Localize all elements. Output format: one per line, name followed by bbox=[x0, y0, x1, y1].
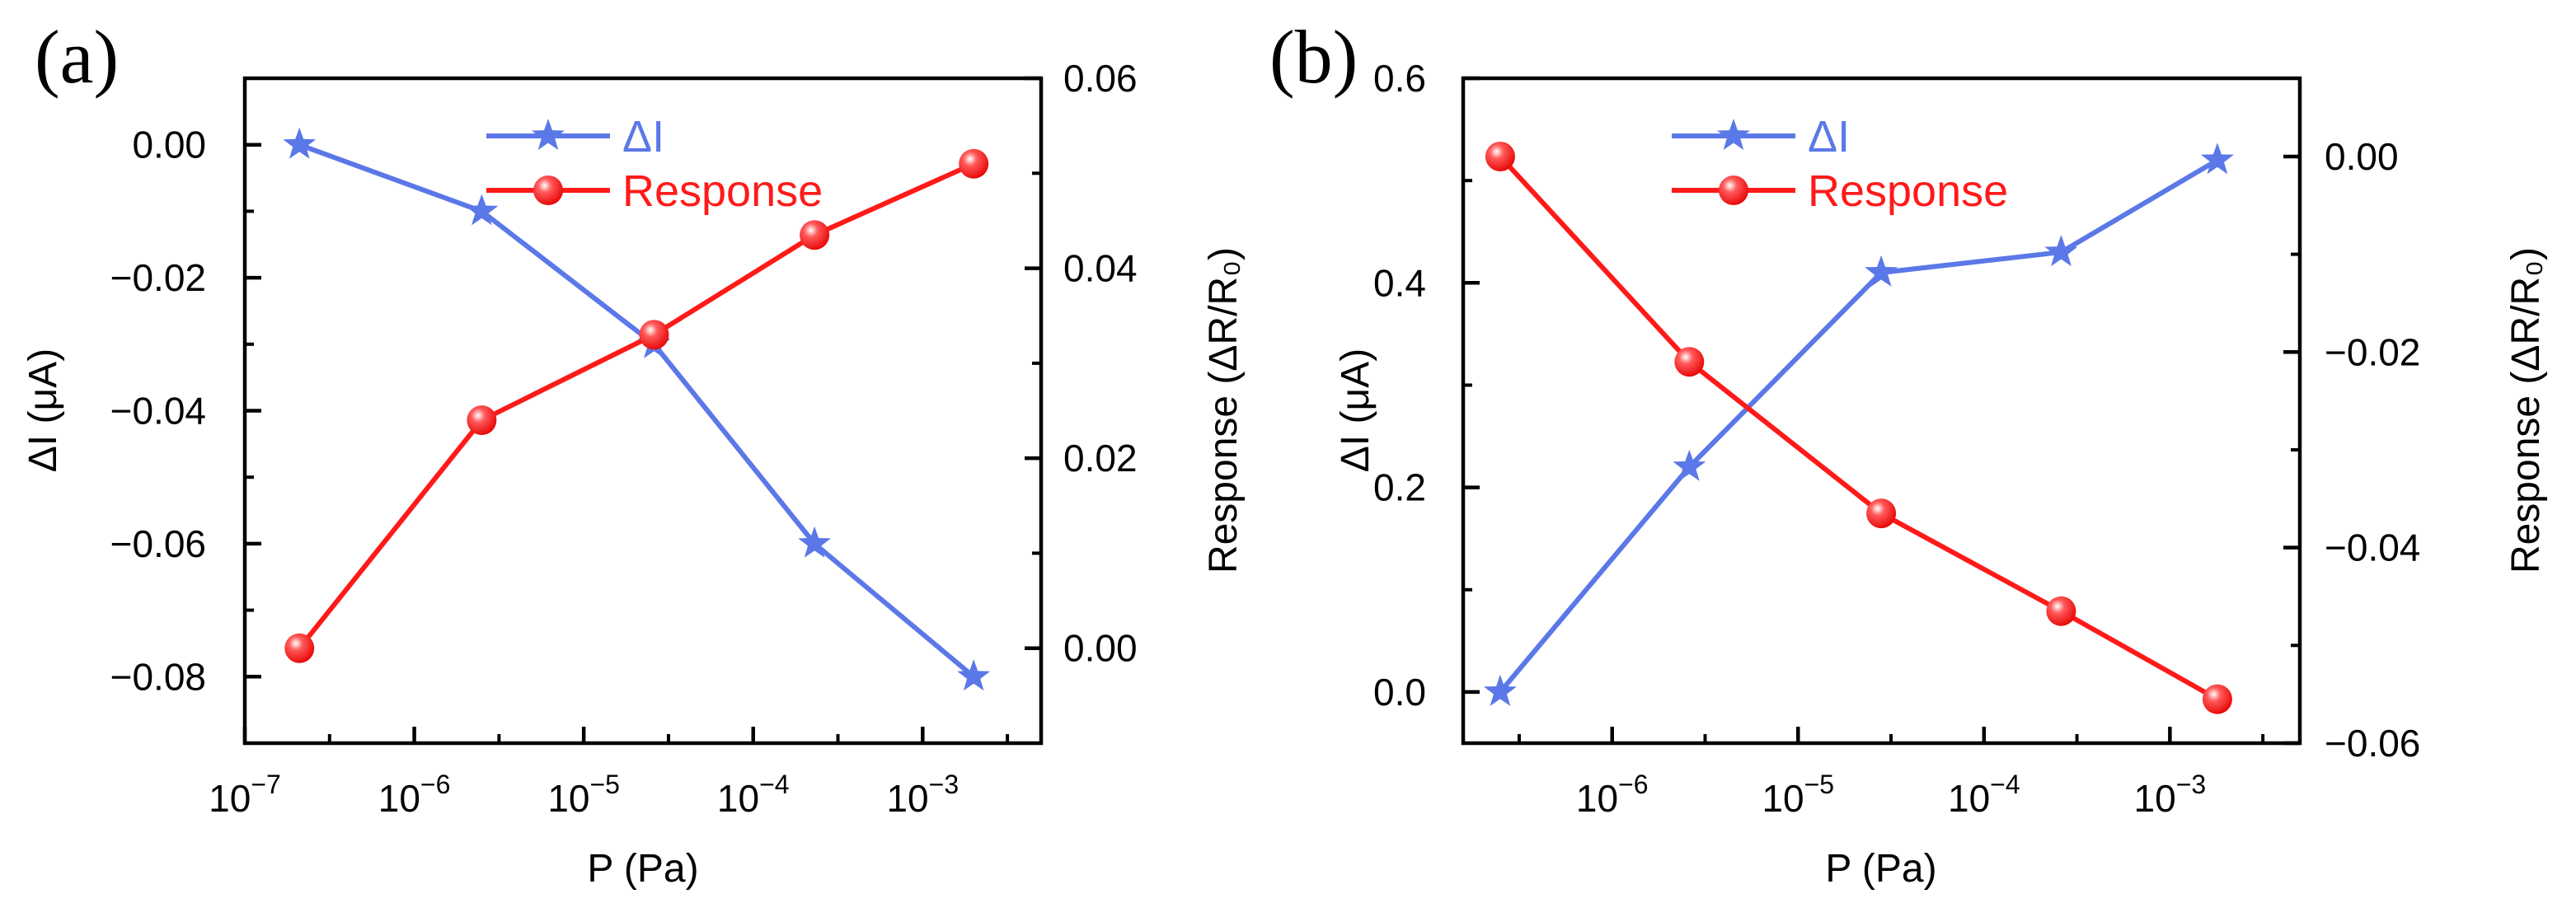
x-tick-label: 10−4 bbox=[717, 770, 790, 820]
y-left-tick-label: 0.00 bbox=[132, 124, 206, 166]
y-right-tick-label: −0.02 bbox=[2325, 330, 2420, 373]
y-right-tick-label: 0.00 bbox=[2325, 135, 2399, 178]
legend-delta-i-label: ΔI bbox=[622, 112, 664, 161]
x-tick-label: 10−3 bbox=[2134, 770, 2207, 820]
response-point bbox=[2202, 684, 2232, 714]
y-right-tick-label: 0.04 bbox=[1063, 247, 1138, 290]
x-tick-label: 10−6 bbox=[378, 770, 451, 820]
y-left-tick-label: 0.0 bbox=[1373, 671, 1426, 714]
legend-response-label: Response bbox=[622, 166, 823, 216]
response-point bbox=[2046, 596, 2076, 626]
y-left-tick-label: 0.4 bbox=[1373, 261, 1426, 304]
delta-i-point bbox=[1865, 255, 1898, 287]
y-right-axis-label: Response (ΔR/R₀) bbox=[1202, 247, 1246, 573]
y-left-tick-label: 0.6 bbox=[1373, 57, 1426, 100]
delta-i-point bbox=[798, 526, 832, 558]
response-point bbox=[1485, 141, 1515, 171]
delta-i-point bbox=[2044, 235, 2078, 267]
delta-i-point bbox=[957, 659, 991, 691]
response-point bbox=[467, 405, 497, 436]
legend: ΔI Response bbox=[1672, 112, 2008, 216]
plot-frame bbox=[1461, 76, 2302, 746]
y-right-tick-label: 0.00 bbox=[1063, 627, 1138, 670]
y-right-tick-label: 0.06 bbox=[1063, 57, 1138, 100]
x-tick-label: 10−5 bbox=[547, 770, 620, 820]
x-tick-label: 10−4 bbox=[1948, 770, 2020, 820]
x-axis-label: P (Pa) bbox=[1825, 847, 1936, 891]
legend-response-marker bbox=[533, 175, 563, 205]
y-right-tick-label: −0.04 bbox=[2325, 526, 2420, 569]
delta-i-series-line bbox=[298, 142, 976, 679]
x-tick-label: 10−5 bbox=[1762, 770, 1834, 820]
response-point bbox=[1866, 498, 1897, 529]
y-right-tick-label: 0.02 bbox=[1063, 437, 1138, 480]
response-series-line bbox=[1498, 154, 2219, 702]
legend-response-label: Response bbox=[1808, 166, 2008, 216]
legend-delta-i-marker bbox=[532, 119, 565, 150]
y-left-tick-label: −0.08 bbox=[110, 655, 206, 698]
delta-i-point bbox=[1673, 449, 1706, 481]
response-series-line bbox=[297, 161, 975, 650]
panel-label: (a) bbox=[35, 15, 119, 99]
response-point bbox=[284, 633, 315, 663]
delta-i-series-line bbox=[1498, 157, 2219, 694]
response-point bbox=[1674, 347, 1705, 377]
x-tick-label: 10−6 bbox=[1576, 770, 1649, 820]
legend-delta-i-marker bbox=[1717, 119, 1750, 150]
x-tick-label: 10−3 bbox=[886, 770, 959, 820]
response-point bbox=[959, 148, 989, 179]
y-left-tick-label: −0.02 bbox=[110, 256, 206, 299]
y-right-axis-label: Response (ΔR/R₀) bbox=[2504, 247, 2548, 573]
y-right-tick-label: −0.06 bbox=[2325, 722, 2420, 765]
panel-a: (a) 10−7 10−6 10−5 10−4 10−3 0.00 −0.02 −0.04 −0.… bbox=[21, 15, 1246, 891]
panel-label: (b) bbox=[1269, 15, 1358, 99]
y-left-tick-label: −0.04 bbox=[110, 390, 206, 433]
delta-i-point bbox=[2201, 143, 2234, 175]
legend-delta-i-label: ΔI bbox=[1808, 112, 1850, 161]
y-left-tick-label: −0.06 bbox=[110, 522, 206, 565]
y-left-axis-label: ΔI (μA) bbox=[21, 349, 65, 472]
y-left-tick-label: 0.2 bbox=[1373, 466, 1426, 509]
response-point bbox=[800, 220, 830, 250]
response-point bbox=[639, 320, 669, 350]
delta-i-point bbox=[1484, 674, 1517, 706]
y-left-axis-label: ΔI (μA) bbox=[1334, 349, 1377, 472]
panel-b: (b) 10−6 10−5 10−4 10−3 0.0 0.2 0.4 0.6 0.00 −0.02… bbox=[1269, 15, 2548, 891]
x-tick-label: 10−7 bbox=[209, 770, 281, 820]
legend: ΔI Response bbox=[486, 112, 823, 216]
x-axis-label: P (Pa) bbox=[587, 847, 698, 891]
legend-response-marker bbox=[1719, 175, 1748, 205]
delta-i-point bbox=[465, 194, 499, 226]
delta-i-point bbox=[283, 127, 317, 159]
